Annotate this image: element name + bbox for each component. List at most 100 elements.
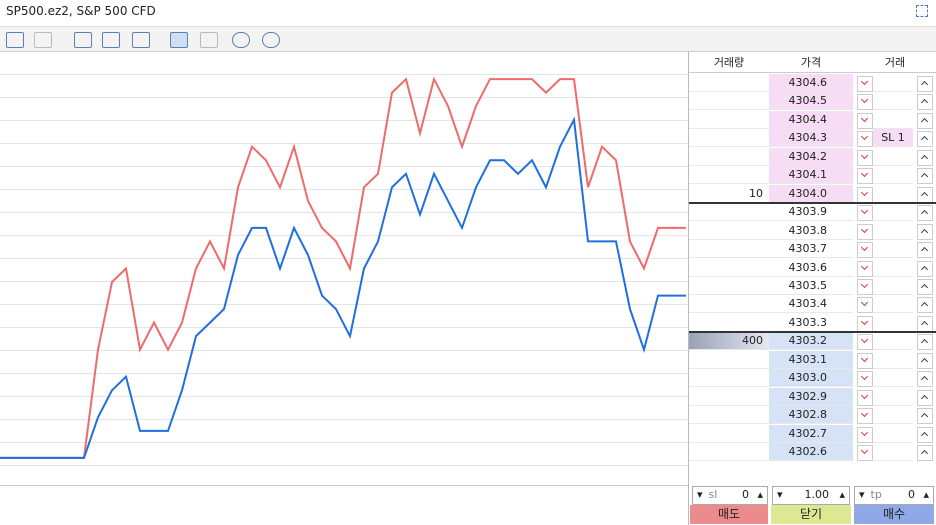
tool-bars[interactable]	[200, 32, 218, 48]
sell-limit-button[interactable]	[857, 445, 873, 461]
buy-limit-button[interactable]	[917, 94, 933, 111]
volume-cell	[689, 111, 769, 129]
trade-cell	[873, 351, 913, 369]
sell-limit-button[interactable]	[857, 131, 873, 148]
buy-limit-button[interactable]	[917, 315, 933, 332]
sell-limit-button[interactable]	[857, 168, 873, 185]
price-cell: 4302.6	[769, 443, 853, 461]
sell-limit-button[interactable]	[857, 371, 873, 388]
tool-center[interactable]	[102, 32, 120, 48]
buy-limit-button[interactable]	[917, 408, 933, 425]
sell-limit-button[interactable]	[857, 297, 873, 314]
volume-cell	[689, 351, 769, 369]
volume-cell	[689, 74, 769, 92]
trade-cell	[873, 74, 913, 92]
volume-cell: 400	[689, 332, 769, 351]
tp-value: 0	[908, 488, 915, 501]
sell-limit-button[interactable]	[857, 186, 873, 203]
volume-cell	[689, 406, 769, 425]
price-cell: 4303.2	[769, 332, 853, 351]
buy-limit-button[interactable]	[917, 186, 933, 203]
buy-limit-button[interactable]	[917, 131, 933, 148]
window-title: SP500.ez2, S&P 500 CFD	[6, 4, 156, 18]
lot-input[interactable]: ▾ 1.00 ▴	[772, 486, 850, 505]
sl-label: sl	[708, 488, 718, 501]
sl-value: 0	[742, 488, 749, 501]
sell-limit-button[interactable]	[857, 426, 873, 443]
buy-limit-button[interactable]	[917, 278, 933, 295]
sell-limit-button[interactable]	[857, 205, 873, 222]
price-cell: 4303.3	[769, 313, 853, 332]
buy-limit-button[interactable]	[917, 76, 933, 92]
zoom-out[interactable]	[262, 32, 280, 48]
sell-limit-button[interactable]	[857, 278, 873, 295]
tool-levels[interactable]	[132, 32, 150, 48]
price-cell: 4303.9	[769, 203, 853, 222]
spread-line	[689, 331, 936, 334]
toolbar	[0, 26, 936, 52]
sell-limit-button[interactable]	[857, 223, 873, 240]
chart-footer	[0, 485, 688, 525]
buy-limit-button[interactable]	[917, 426, 933, 443]
sell-limit-button[interactable]	[857, 389, 873, 406]
trade-cell	[873, 425, 913, 443]
buy-limit-button[interactable]	[917, 260, 933, 277]
volume-cell	[689, 222, 769, 240]
sell-limit-button[interactable]	[857, 242, 873, 259]
trade-cell	[873, 277, 913, 295]
sell-limit-button[interactable]	[857, 408, 873, 425]
trade-cell	[873, 240, 913, 259]
buy-limit-button[interactable]	[917, 445, 933, 461]
trade-cell: SL 1	[873, 129, 913, 148]
sell-limit-button[interactable]	[857, 76, 873, 92]
trade-cell	[873, 222, 913, 240]
close-button[interactable]: 닫기	[771, 505, 851, 524]
trade-cell	[873, 203, 913, 222]
sell-limit-button[interactable]	[857, 149, 873, 166]
buy-limit-button[interactable]	[917, 205, 933, 222]
column-header: 거래량	[689, 52, 769, 73]
buy-limit-button[interactable]	[917, 389, 933, 406]
expand-icon[interactable]	[916, 5, 928, 17]
volume-cell	[689, 277, 769, 295]
zoom-in[interactable]	[232, 32, 250, 48]
sell-limit-button[interactable]	[857, 352, 873, 369]
trade-cell	[873, 443, 913, 461]
chart-svg	[0, 76, 686, 459]
buy-limit-button[interactable]	[917, 112, 933, 129]
sell-limit-button[interactable]	[857, 315, 873, 332]
price-cell: 4302.9	[769, 387, 853, 406]
buy-limit-button[interactable]	[917, 223, 933, 240]
sl-input[interactable]: ▾ sl 0 ▴	[692, 486, 768, 505]
volume-cell	[689, 92, 769, 111]
price-cell: 4304.1	[769, 166, 853, 185]
trade-cell	[873, 295, 913, 314]
volume-cell	[689, 148, 769, 166]
depth-of-market: 거래량 가격 거래 4304.6 4304.5 4304.4 4304.3 SL 1 4304.…	[688, 52, 936, 525]
tick-chart	[0, 52, 688, 485]
trade-cell	[873, 406, 913, 425]
tool-link[interactable]	[34, 32, 52, 48]
buy-limit-button[interactable]	[917, 149, 933, 166]
sell-limit-button[interactable]	[857, 94, 873, 111]
tool-ticks[interactable]	[170, 32, 188, 48]
sell-limit-button[interactable]	[857, 260, 873, 277]
price-cell: 4304.0	[769, 184, 853, 203]
price-cell: 4304.4	[769, 110, 853, 129]
tool-chart[interactable]	[6, 32, 24, 48]
tp-input[interactable]: ▾ tp 0 ▴	[854, 486, 934, 505]
buy-button[interactable]: 매수	[854, 505, 934, 524]
price-cell: 4303.4	[769, 295, 853, 314]
price-line	[0, 76, 686, 459]
buy-limit-button[interactable]	[917, 352, 933, 369]
buy-limit-button[interactable]	[917, 242, 933, 259]
sell-button[interactable]: 매도	[690, 505, 768, 524]
tool-rotate[interactable]	[74, 32, 92, 48]
buy-limit-button[interactable]	[917, 334, 933, 351]
buy-limit-button[interactable]	[917, 371, 933, 388]
sell-limit-button[interactable]	[857, 112, 873, 129]
sell-limit-button[interactable]	[857, 334, 873, 351]
price-line	[0, 116, 686, 459]
buy-limit-button[interactable]	[917, 297, 933, 314]
buy-limit-button[interactable]	[917, 168, 933, 185]
